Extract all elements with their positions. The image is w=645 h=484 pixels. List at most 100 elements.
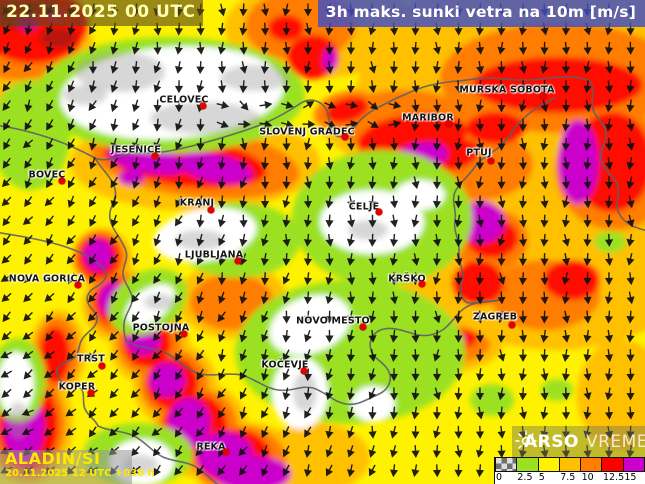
wind-arrow-icon xyxy=(67,118,76,132)
wind-arrow-icon xyxy=(389,176,399,190)
city-label: CELJE xyxy=(348,201,380,213)
wind-arrow-icon xyxy=(454,41,463,55)
wind-arrow-icon xyxy=(475,310,485,324)
wind-arrow-icon xyxy=(583,253,592,267)
wind-arrow-icon xyxy=(475,214,485,228)
wind-arrow-icon xyxy=(389,41,399,55)
wind-arrow-icon xyxy=(239,214,248,228)
wind-arrow-icon xyxy=(89,330,97,342)
wind-arrow-icon xyxy=(346,233,355,247)
wind-arrow-icon xyxy=(433,272,441,286)
wind-arrow-icon xyxy=(432,214,442,228)
wind-arrow-icon xyxy=(22,139,34,149)
wind-arrow-icon xyxy=(325,272,334,286)
legend-swatch xyxy=(538,458,560,471)
wind-arrow-icon xyxy=(110,80,119,93)
wind-arrow-icon xyxy=(497,272,506,285)
wind-arrow-icon xyxy=(303,157,313,171)
wind-arrow-icon xyxy=(368,233,377,247)
wind-arrow-icon xyxy=(432,137,442,151)
wind-arrow-icon xyxy=(454,99,463,113)
wind-arrow-icon xyxy=(67,157,76,169)
wind-arrow-icon xyxy=(24,99,33,113)
wind-arrow-icon xyxy=(604,291,614,305)
wind-arrow-icon xyxy=(109,254,119,265)
wind-arrow-icon xyxy=(497,214,506,228)
wind-arrow-icon xyxy=(389,406,399,420)
wind-arrow-icon xyxy=(583,406,592,420)
wind-arrow-icon xyxy=(46,61,54,74)
wind-arrow-icon xyxy=(260,41,270,55)
wind-arrow-icon xyxy=(497,425,506,439)
wind-arrow-icon xyxy=(561,329,571,343)
wind-arrow-icon xyxy=(497,406,506,420)
wind-arrow-icon xyxy=(131,157,141,170)
wind-arrow-icon xyxy=(432,368,442,382)
border-croatia-east xyxy=(452,97,556,304)
wind-arrow-icon xyxy=(583,214,592,228)
wind-arrow-icon xyxy=(454,80,463,94)
wind-arrow-icon xyxy=(67,195,76,208)
wind-arrow-icon xyxy=(196,387,205,400)
wind-arrow-icon xyxy=(497,329,506,343)
wind-arrow-icon xyxy=(282,272,291,285)
wind-arrow-icon xyxy=(239,387,248,400)
wind-arrow-icon xyxy=(411,291,420,305)
wind-arrow-icon xyxy=(174,253,184,266)
wind-arrow-icon xyxy=(561,61,571,75)
wind-arrow-icon xyxy=(239,329,248,343)
wind-arrow-icon xyxy=(454,310,463,324)
wind-arrow-icon xyxy=(46,138,54,150)
wind-arrow-icon xyxy=(325,329,334,343)
wind-arrow-icon xyxy=(432,329,442,343)
wind-arrow-icon xyxy=(432,157,442,171)
wind-arrow-icon xyxy=(88,407,97,419)
wind-arrow-icon xyxy=(540,176,549,190)
wind-arrow-icon xyxy=(46,234,54,247)
wind-arrow-icon xyxy=(196,253,205,266)
wind-arrow-icon xyxy=(583,176,592,190)
wind-arrow-icon xyxy=(43,370,55,379)
wind-arrow-icon xyxy=(540,118,549,132)
city-dot xyxy=(74,281,82,289)
wind-arrow-icon xyxy=(561,41,571,55)
wind-arrow-icon xyxy=(132,176,140,189)
wind-arrow-icon xyxy=(304,329,312,343)
wind-arrow-icon xyxy=(325,137,334,151)
wind-arrow-icon xyxy=(46,80,54,93)
wind-arrow-icon xyxy=(562,310,571,324)
wind-arrow-icon xyxy=(132,99,140,113)
wind-arrow-icon xyxy=(110,118,119,132)
wind-arrow-icon xyxy=(540,329,549,343)
wind-arrow-icon xyxy=(46,99,54,112)
wind-arrow-icon xyxy=(260,214,269,228)
wind-arrow-icon xyxy=(604,253,614,266)
wind-arrow-icon xyxy=(454,291,463,305)
wind-arrow-icon xyxy=(67,42,76,55)
wind-arrow-icon xyxy=(475,233,485,247)
wind-arrow-icon xyxy=(325,387,334,401)
wind-arrow-icon xyxy=(67,368,76,380)
wind-arrow-icon xyxy=(561,368,571,382)
wind-arrow-icon xyxy=(475,157,485,171)
wind-arrow-icon xyxy=(325,157,334,170)
wind-arrow-icon xyxy=(626,80,635,94)
wind-arrow-icon xyxy=(1,388,12,398)
wind-arrow-icon xyxy=(2,80,11,92)
wind-arrow-icon xyxy=(497,99,506,113)
wind-arrow-icon xyxy=(131,426,140,438)
wind-arrow-icon xyxy=(218,214,226,228)
wind-arrow-icon xyxy=(561,99,571,113)
wind-arrow-icon xyxy=(217,137,227,151)
wind-arrow-icon xyxy=(89,119,97,131)
wind-arrow-icon xyxy=(475,445,484,458)
wind-arrow-icon xyxy=(540,80,549,94)
wind-arrow-icon xyxy=(45,330,54,342)
wind-arrow-icon xyxy=(174,426,183,438)
wind-arrow-icon xyxy=(583,425,592,439)
wind-arrow-icon xyxy=(132,272,140,285)
wind-arrow-icon xyxy=(239,22,248,36)
wind-arrow-icon xyxy=(540,233,549,247)
wind-arrow-icon xyxy=(433,387,441,401)
wind-arrow-icon xyxy=(132,137,140,151)
